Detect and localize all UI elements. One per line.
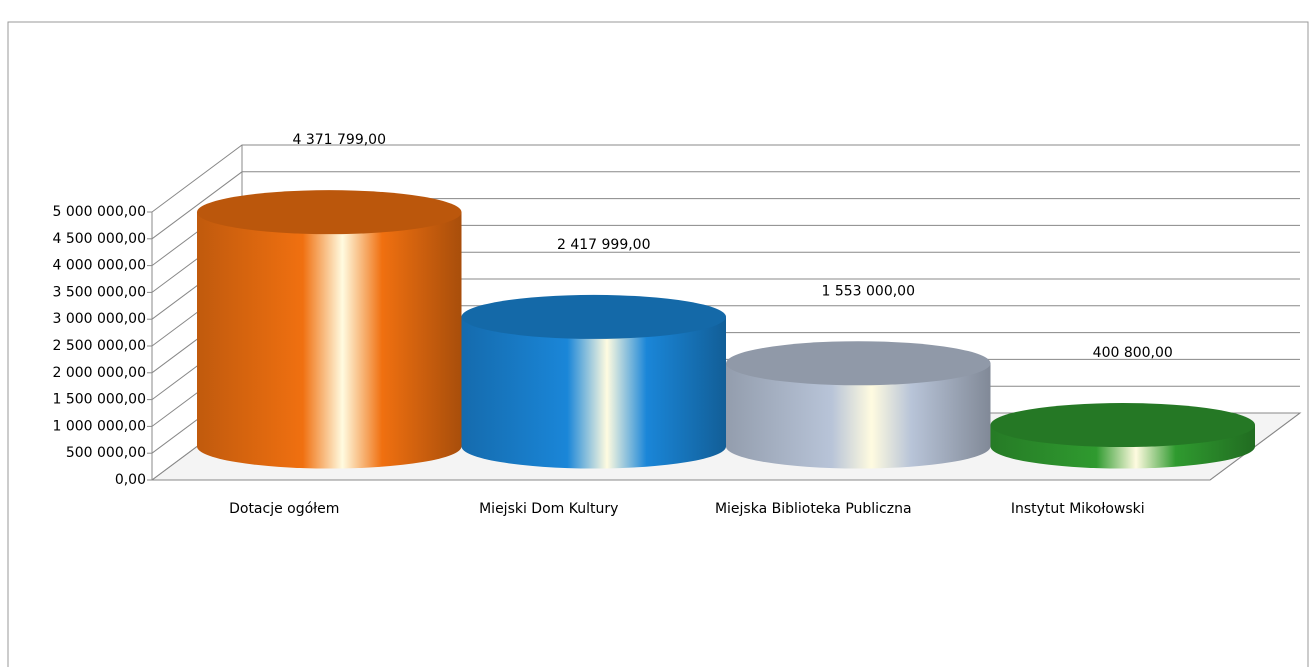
grid-line xyxy=(151,171,1300,240)
y-tick-label: 3 000 000,00 xyxy=(52,311,146,327)
y-tick-label: 1 000 000,00 xyxy=(52,418,146,434)
x-tick-label: Miejska Biblioteka Publiczna xyxy=(714,501,912,517)
y-tick-label: 2 000 000,00 xyxy=(52,365,146,381)
cylinder-body xyxy=(726,363,991,469)
cylinder xyxy=(461,294,726,469)
cylinder-top xyxy=(461,294,726,339)
cylinder-body xyxy=(197,212,462,469)
y-tick-label: 0,00 xyxy=(115,472,146,488)
cylinder-body xyxy=(461,316,726,469)
value-label: 4 371 799,00 xyxy=(292,132,386,148)
cylinder-top xyxy=(197,190,462,235)
y-tick-label: 4 500 000,00 xyxy=(52,231,146,247)
x-tick-label: Miejski Dom Kultury xyxy=(479,501,619,517)
value-label: 400 800,00 xyxy=(1093,345,1173,361)
y-tick-label: 5 000 000,00 xyxy=(52,204,146,220)
cylinder xyxy=(990,403,1255,469)
y-tick-label: 4 000 000,00 xyxy=(52,258,146,274)
chart-border xyxy=(7,21,1309,667)
cylinder-top xyxy=(726,341,991,386)
x-tick-label: Dotacje ogółem xyxy=(229,501,340,517)
cylinder xyxy=(197,190,462,469)
y-tick-label: 500 000,00 xyxy=(66,445,146,461)
value-label: 2 417 999,00 xyxy=(557,237,651,253)
cylinder-top xyxy=(990,403,1255,448)
y-tick-label: 3 500 000,00 xyxy=(52,284,146,300)
y-tick-label: 2 500 000,00 xyxy=(52,338,146,354)
y-tick-label: 1 500 000,00 xyxy=(52,392,146,408)
grid-line xyxy=(151,144,1300,213)
x-tick-label: Instytut Mikołowski xyxy=(1010,501,1145,517)
value-label: 1 553 000,00 xyxy=(821,283,915,299)
cylinder xyxy=(726,341,991,469)
